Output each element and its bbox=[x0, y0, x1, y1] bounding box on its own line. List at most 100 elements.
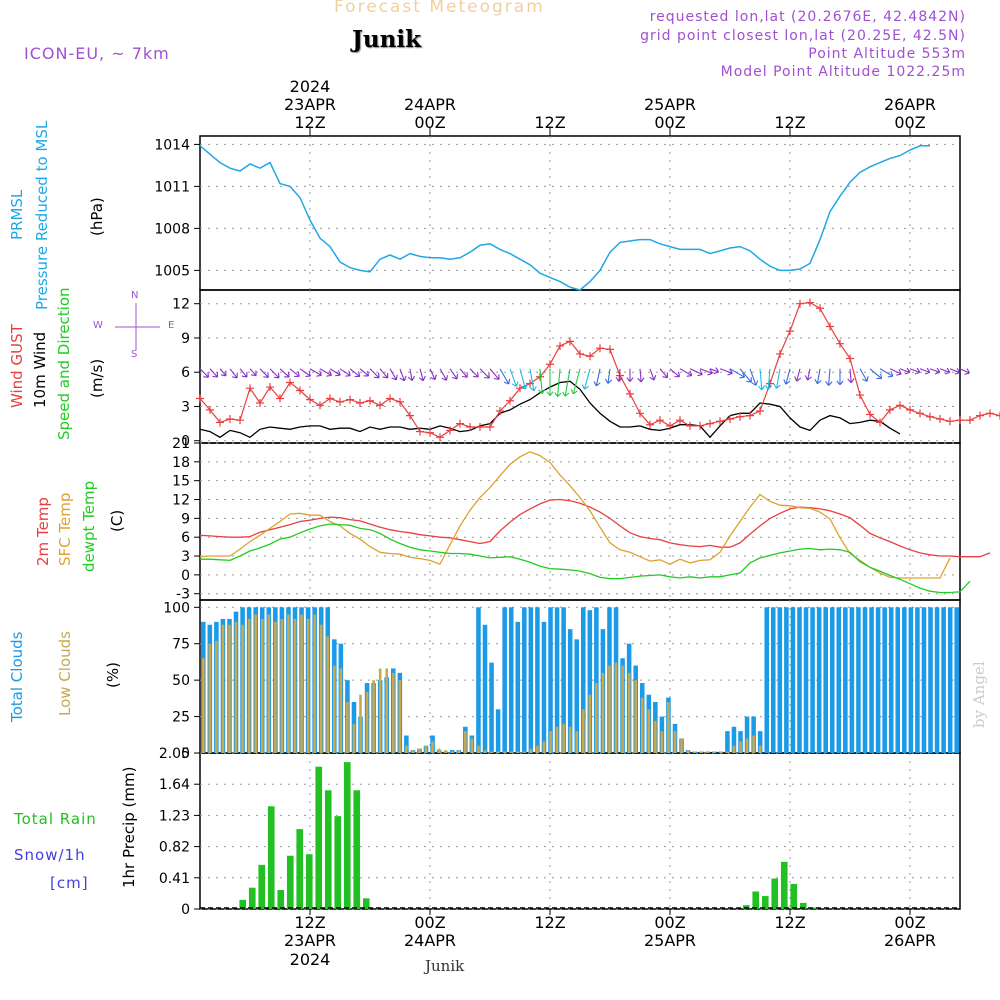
gust-marker bbox=[476, 423, 484, 432]
gust-marker bbox=[676, 416, 684, 425]
wind-direction-arrow bbox=[939, 367, 951, 375]
rain-bar bbox=[267, 806, 275, 909]
wind-direction-arrow bbox=[359, 368, 370, 377]
total-cloud-bar bbox=[902, 607, 907, 753]
total-cloud-bar bbox=[849, 607, 855, 753]
wind-direction-arrow bbox=[649, 368, 657, 381]
bottom-zone-label: 12Z bbox=[774, 913, 805, 932]
wind-direction-arrow bbox=[814, 368, 822, 385]
total-cloud-bar bbox=[829, 607, 835, 753]
low-cloud-bar bbox=[706, 751, 710, 753]
total-cloud-bar bbox=[731, 726, 737, 753]
low-cloud-bar bbox=[241, 624, 244, 753]
wind-direction-arrow bbox=[389, 368, 398, 381]
low-cloud-bar bbox=[549, 731, 552, 753]
bottom-zone-label: 12Z bbox=[294, 913, 325, 932]
low-cloud-bar bbox=[274, 621, 277, 753]
low-cloud-bar bbox=[516, 751, 520, 753]
bottom-zone-label: 00Z bbox=[894, 913, 925, 932]
bottom-date-label: 26APR bbox=[884, 931, 936, 950]
top-year-label: 2024 bbox=[290, 77, 331, 96]
wind-direction-arrow bbox=[489, 368, 500, 381]
total-cloud-bar bbox=[581, 607, 586, 753]
temp-2m-line bbox=[199, 498, 991, 558]
wind-direction-arrow bbox=[329, 368, 341, 377]
total-cloud-bar bbox=[404, 735, 409, 753]
total-cloud-bar bbox=[587, 610, 593, 753]
gust-marker bbox=[656, 416, 664, 425]
low-cloud-bar bbox=[221, 624, 225, 753]
rain-bar bbox=[258, 864, 266, 909]
low-cloud-bar bbox=[614, 662, 618, 753]
total-cloud-bar bbox=[482, 624, 488, 753]
gust-marker bbox=[786, 327, 794, 336]
y-tick-label: 3 bbox=[181, 399, 190, 415]
wind-direction-arrow bbox=[239, 368, 248, 378]
rain-bar bbox=[324, 790, 332, 909]
gust-marker bbox=[376, 401, 384, 410]
y-tick-label: 3 bbox=[181, 549, 190, 565]
total-cloud-bar bbox=[476, 607, 481, 753]
model-name: ICON-EU, ~ 7km bbox=[24, 44, 170, 63]
wind-direction-arrow bbox=[709, 367, 720, 375]
gust-marker bbox=[296, 386, 304, 395]
y-tick-label: 1.64 bbox=[159, 777, 190, 793]
low-cloud-bar bbox=[470, 738, 474, 753]
compass-w: W bbox=[93, 320, 103, 331]
wind-direction-arrow bbox=[825, 368, 833, 386]
low-cloud-bar bbox=[437, 748, 441, 753]
total-cloud-bar bbox=[888, 607, 894, 753]
low-cloud-bar bbox=[208, 643, 212, 753]
gust-marker bbox=[456, 419, 464, 428]
rain-bar bbox=[353, 790, 361, 909]
gust-marker bbox=[946, 417, 954, 426]
total-cloud-bar bbox=[567, 629, 573, 753]
gust-marker bbox=[876, 418, 884, 427]
total-cloud-bar bbox=[810, 607, 815, 753]
y-tick-label: 1011 bbox=[154, 179, 190, 195]
gust-marker bbox=[566, 337, 574, 346]
rain-bar bbox=[286, 855, 294, 909]
wind-direction-arrow bbox=[615, 368, 623, 382]
gust-marker bbox=[346, 395, 354, 404]
total-cloud-bar bbox=[548, 607, 553, 753]
top-date-label: 25APR bbox=[644, 95, 696, 114]
low-cloud-bar bbox=[490, 751, 493, 753]
gust-marker bbox=[216, 418, 224, 427]
wind-direction-arrow bbox=[269, 368, 280, 379]
low-cloud-bar bbox=[280, 618, 284, 753]
gust-marker bbox=[966, 416, 974, 425]
gust-marker bbox=[246, 384, 254, 393]
gust-marker bbox=[596, 344, 604, 353]
wind-direction-arrow bbox=[794, 368, 802, 382]
wind-direction-arrow bbox=[604, 368, 613, 384]
total-cloud-bar bbox=[816, 607, 822, 753]
low-cloud-bar bbox=[464, 731, 467, 753]
y-tick-label: -3 bbox=[176, 587, 190, 603]
wind-direction-arrow bbox=[570, 368, 581, 395]
wind-direction-arrow bbox=[499, 368, 511, 385]
wind-direction-arrow bbox=[783, 368, 791, 385]
total-cloud-bar bbox=[803, 607, 809, 753]
low-cloud-bar bbox=[326, 636, 330, 753]
gust-marker bbox=[896, 401, 904, 410]
wind-direction-arrow bbox=[319, 368, 332, 377]
low-cloud-bar bbox=[680, 738, 683, 753]
gust-marker bbox=[486, 423, 494, 432]
low-cloud-bar bbox=[333, 665, 336, 753]
low-cloud-bar bbox=[385, 668, 389, 753]
low-cloud-bar bbox=[339, 668, 343, 753]
total-cloud-bar bbox=[908, 607, 914, 753]
meteogram-title: Forecast Meteogram bbox=[334, 0, 545, 17]
gust-marker bbox=[836, 339, 844, 348]
low-cloud-bar bbox=[431, 741, 434, 753]
low-cloud-bar bbox=[627, 672, 631, 753]
wind-direction-arrow bbox=[299, 368, 312, 378]
top-zone-label: 12Z bbox=[534, 113, 565, 132]
low-cloud-bar bbox=[739, 741, 742, 753]
gust-marker bbox=[356, 399, 364, 408]
wind-direction-arrow bbox=[739, 368, 752, 383]
low-cloud-bar bbox=[398, 680, 402, 753]
wind-direction-arrow bbox=[339, 368, 351, 377]
